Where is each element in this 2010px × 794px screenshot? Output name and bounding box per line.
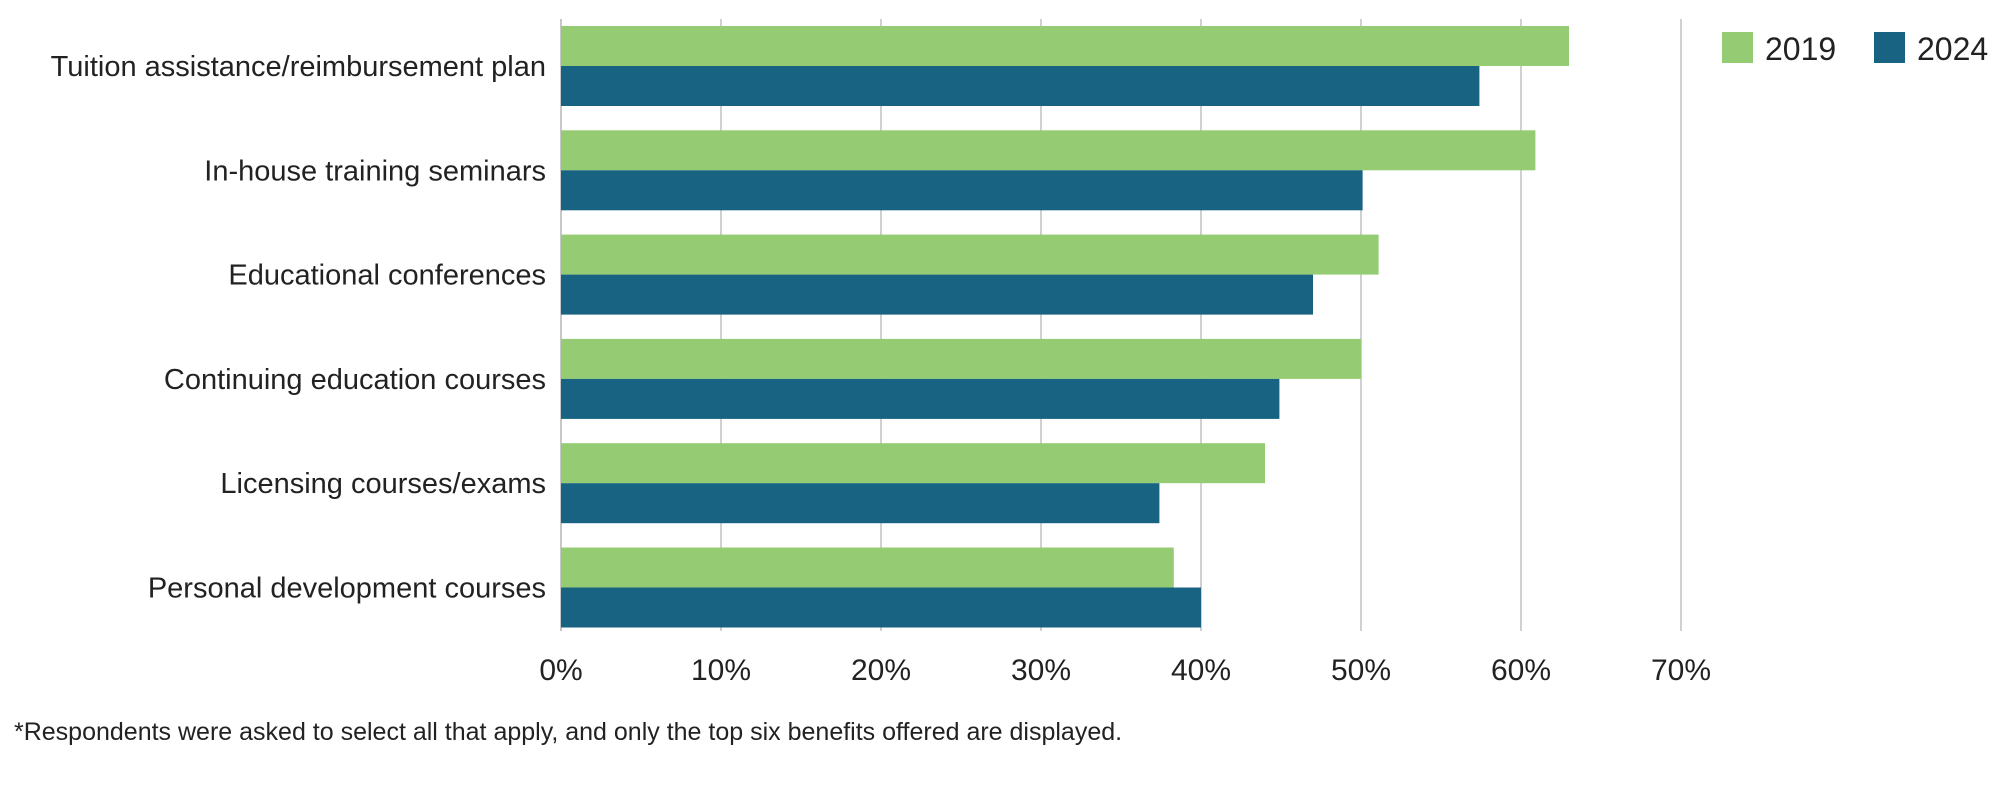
x-tick-label: 40% xyxy=(1171,654,1231,687)
legend-label: 2019 xyxy=(1765,31,1836,67)
bar-2024-5 xyxy=(561,483,1160,524)
x-tick-label: 30% xyxy=(1011,654,1071,687)
gridlines xyxy=(560,19,1682,631)
bar-2019-3 xyxy=(561,234,1379,275)
x-tick-label: 0% xyxy=(539,654,582,687)
x-tick-label: 60% xyxy=(1491,654,1551,687)
category-label: Licensing courses/exams xyxy=(220,468,546,500)
legend-swatch-2024 xyxy=(1874,32,1905,63)
category-labels: Tuition assistance/reimbursement plan In-… xyxy=(51,51,546,605)
bar-2024-6 xyxy=(561,587,1201,628)
footnote: *Respondents were asked to select all th… xyxy=(14,718,1122,746)
bars xyxy=(561,26,1569,628)
x-tick-labels: 0% 10% 20% 30% 40% 50% 60% 70% xyxy=(539,654,1711,687)
category-label: Continuing education courses xyxy=(164,364,546,396)
bar-2019-2 xyxy=(561,130,1536,171)
x-tick-label: 50% xyxy=(1331,654,1391,687)
category-label: Personal development courses xyxy=(148,573,546,605)
bar-2024-1 xyxy=(561,66,1480,106)
bar-2024-3 xyxy=(561,274,1313,315)
legend-label: 2024 xyxy=(1917,31,1988,67)
legend-swatch-2019 xyxy=(1722,32,1753,63)
category-label: Tuition assistance/reimbursement plan xyxy=(51,51,546,83)
category-label: In-house training seminars xyxy=(204,155,546,187)
category-label: Educational conferences xyxy=(228,260,546,292)
x-tick-label: 20% xyxy=(851,654,911,687)
bar-2019-1 xyxy=(561,26,1569,66)
bar-2019-4 xyxy=(561,338,1361,379)
bar-2024-2 xyxy=(561,170,1363,211)
x-tick-label: 10% xyxy=(691,654,751,687)
legend: 2019 2024 xyxy=(1722,31,1988,67)
bar-2019-5 xyxy=(561,443,1265,484)
bar-2019-6 xyxy=(561,547,1174,588)
bar-2024-4 xyxy=(561,378,1280,419)
x-tick-label: 70% xyxy=(1651,654,1711,687)
